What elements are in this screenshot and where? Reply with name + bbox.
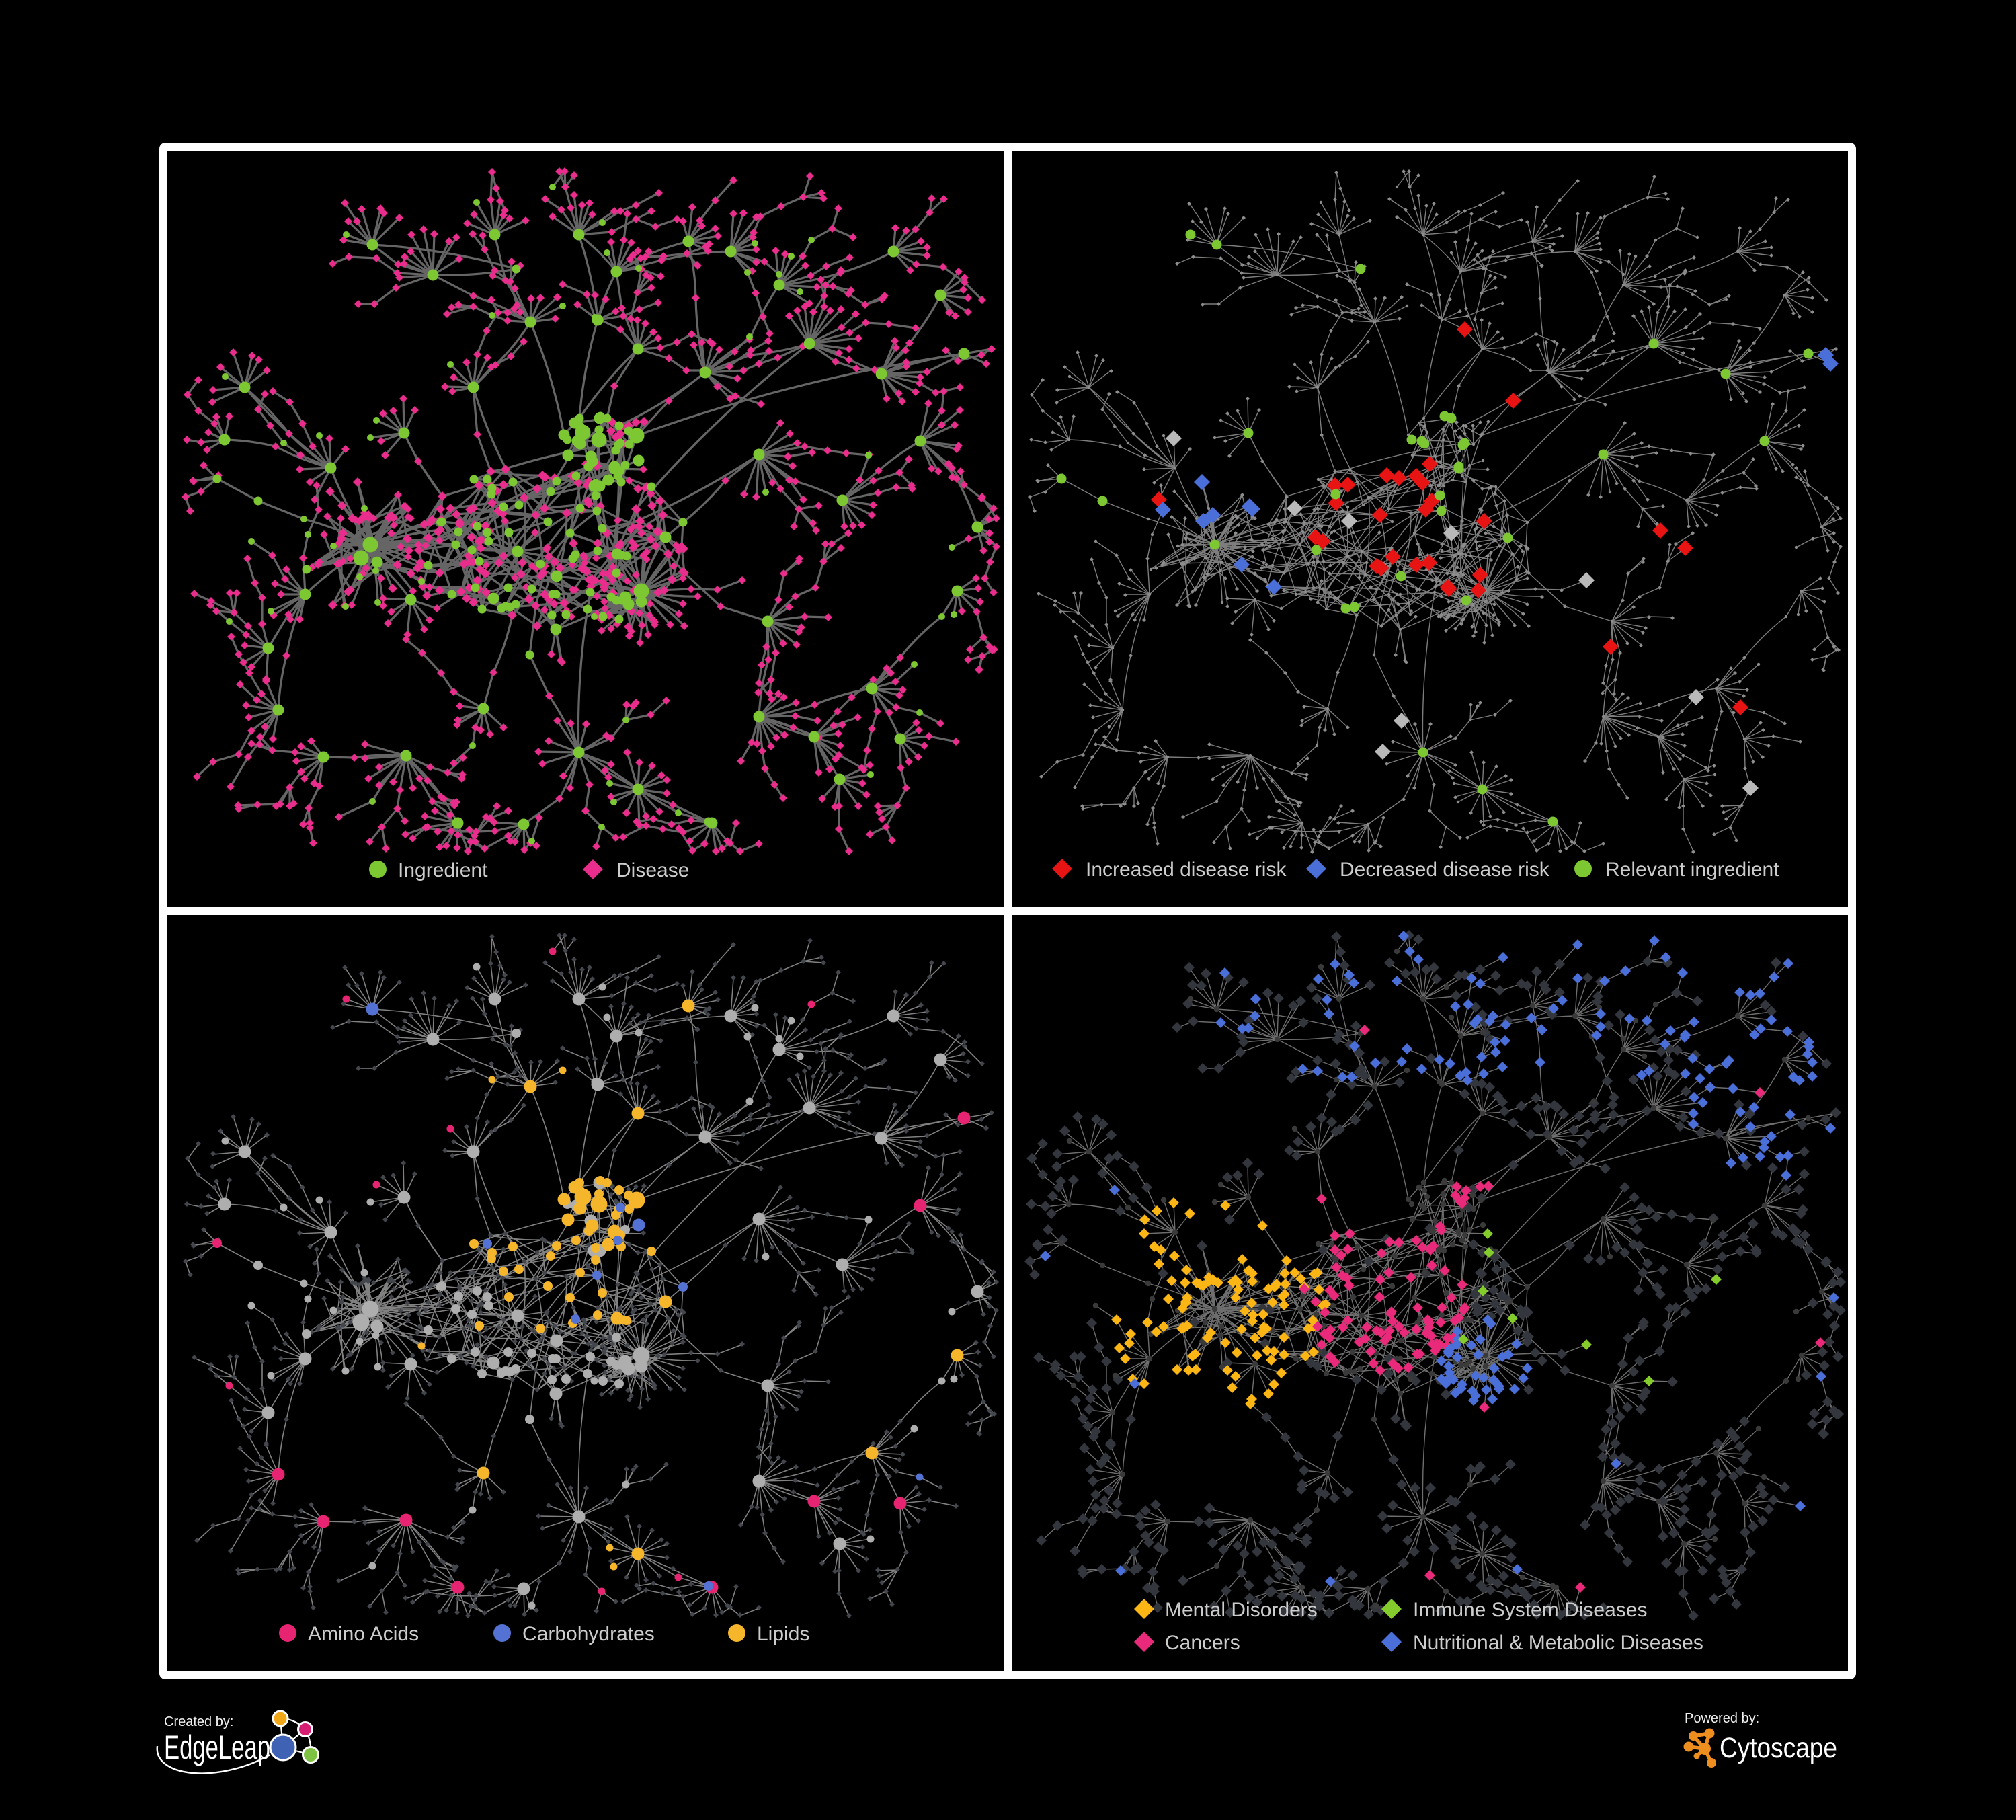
svg-text:Ingredient: Ingredient (398, 859, 488, 881)
svg-text:Amino Acids: Amino Acids (308, 1623, 419, 1645)
svg-text:EdgeLeap: EdgeLeap (164, 1729, 270, 1766)
svg-text:Relevant ingredient: Relevant ingredient (1605, 859, 1779, 881)
svg-text:Decreased disease risk: Decreased disease risk (1340, 859, 1550, 881)
svg-text:Mental Disorders: Mental Disorders (1165, 1599, 1318, 1621)
svg-text:Disease: Disease (616, 859, 689, 881)
svg-text:Nutritional & Metabolic Diseas: Nutritional & Metabolic Diseases (1413, 1632, 1703, 1654)
svg-text:Created by:: Created by: (164, 1714, 233, 1729)
svg-text:Carbohydrates: Carbohydrates (522, 1623, 655, 1645)
svg-text:Increased disease risk: Increased disease risk (1086, 859, 1287, 881)
svg-text:Immune System Diseases: Immune System Diseases (1413, 1599, 1647, 1621)
svg-text:Cytoscape: Cytoscape (1720, 1732, 1837, 1764)
svg-text:Cancers: Cancers (1165, 1632, 1240, 1654)
svg-text:Lipids: Lipids (757, 1623, 809, 1645)
svg-text:Powered by:: Powered by: (1685, 1711, 1759, 1726)
